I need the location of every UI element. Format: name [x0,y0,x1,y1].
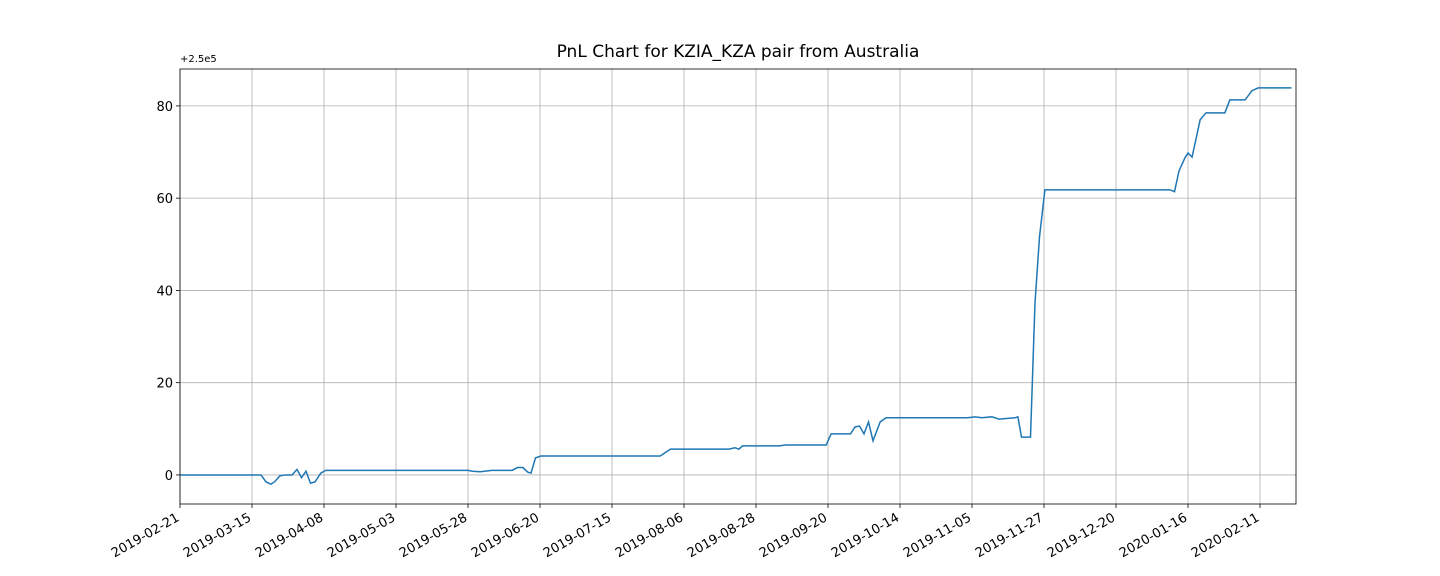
x-tick-label: 2019-11-27 [973,510,1046,561]
x-tick-label: 2020-02-11 [1189,510,1262,561]
x-tick-label: 2019-05-03 [325,510,398,561]
x-tick-label: 2019-06-20 [469,510,542,561]
x-tick-label: 2019-07-15 [541,510,614,561]
x-tick-label: 2019-02-21 [109,510,182,561]
x-tick-label: 2019-11-05 [901,510,974,561]
x-tick-label: 2019-10-14 [829,510,902,561]
x-tick-label: 2019-09-20 [757,510,830,561]
plot-frame [179,68,1297,505]
offset-label: +2.5e5 [180,54,217,65]
x-tick-label: 2019-08-28 [685,510,758,561]
x-tick-label: 2019-03-15 [181,510,254,561]
x-tick-label: 2019-04-08 [253,510,326,561]
y-tick-label: 40 [156,284,173,299]
y-tick-label: 20 [156,377,173,392]
y-tick-label: 0 [165,469,173,484]
y-tick-label: 80 [156,100,173,115]
x-tick-label: 2019-05-28 [397,510,470,561]
chart-title: PnL Chart for KZIA_KZA pair from Austral… [557,42,920,62]
x-tick-label: 2020-01-16 [1117,510,1190,561]
y-tick-label: 60 [156,192,173,207]
x-tick-label: 2019-12-20 [1045,510,1118,561]
pnl-line [180,87,1292,486]
x-tick-label: 2019-08-06 [613,510,686,561]
